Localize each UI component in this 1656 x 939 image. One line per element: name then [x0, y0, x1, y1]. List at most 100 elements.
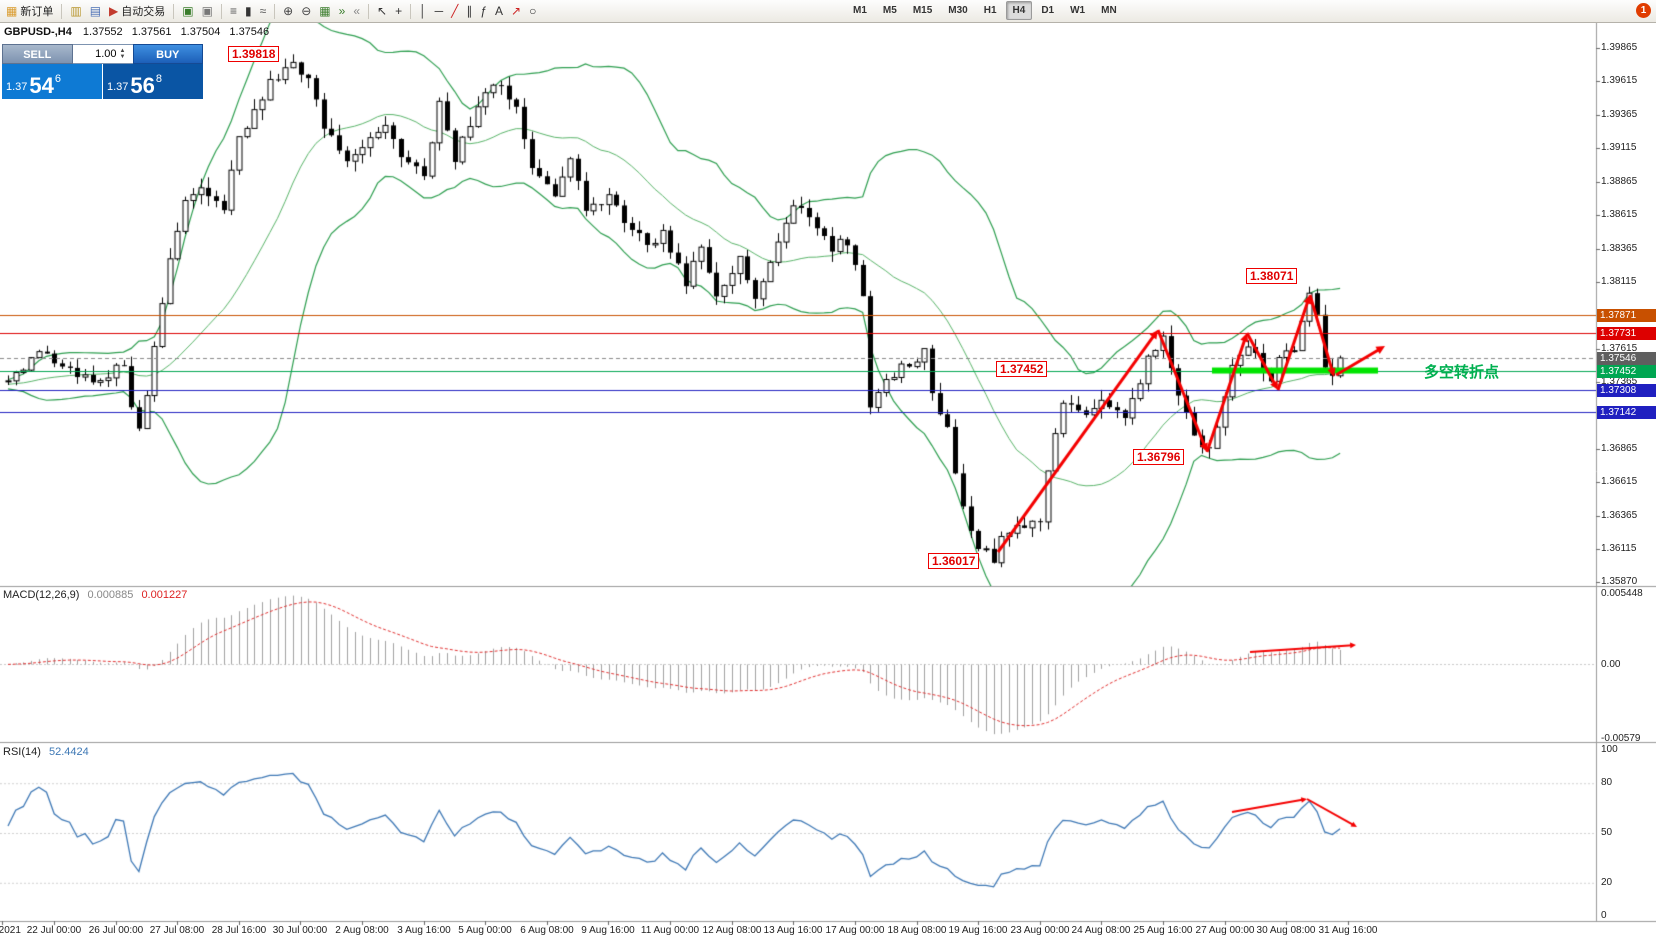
line-chart-type-button[interactable]: ≈ [257, 2, 270, 20]
time-axis-label: Jul 2021 [0, 925, 21, 936]
time-axis-label: 3 Aug 16:00 [397, 925, 451, 936]
price-callout[interactable]: 1.38071 [1246, 268, 1298, 284]
price-axis-tick: 1.38615 [1601, 209, 1638, 221]
time-axis-label: 25 Aug 16:00 [1133, 925, 1193, 936]
price-level-badge: 1.37546 [1597, 351, 1656, 365]
time-axis-label: 13 Aug 16:00 [763, 925, 823, 936]
timeframe-w1[interactable]: W1 [1070, 5, 1086, 16]
price-axis-tick: 1.39365 [1601, 108, 1638, 120]
timeframe-m30[interactable]: M30 [948, 5, 968, 16]
profiles-icon: ▤ [89, 4, 102, 18]
new-chart-button[interactable]: ▣ [179, 2, 196, 20]
auto-scroll-icon: » [338, 4, 346, 18]
auto-trading-label: 自动交易 [121, 6, 166, 18]
symbol-name: GBPUSD-,H4 [4, 26, 72, 38]
bar-chart-type-button[interactable]: ≡ [227, 2, 240, 20]
sell-button[interactable]: SELL [2, 44, 73, 64]
channel-tool-button[interactable]: ∥ [463, 2, 475, 20]
auto-trading-icon: ▶ [109, 4, 119, 18]
time-axis-label: 28 Jul 16:00 [211, 925, 267, 936]
buy-price-box[interactable]: 1.37 56 8 [103, 64, 203, 99]
profiles-button[interactable]: ▤ [87, 2, 104, 20]
chart-profiles-button[interactable]: ▣ [199, 2, 216, 20]
channel-tool-icon: ∥ [466, 4, 473, 18]
time-axis-label: 18 Aug 08:00 [887, 925, 947, 936]
toolbar-separator [274, 3, 276, 19]
timeframe-bar: M1 M5 M15 M30 H1 H4 D1 W1 MN [845, 1, 1125, 20]
timeframe-mn[interactable]: MN [1101, 5, 1117, 16]
price-axis-tick: 1.39865 [1601, 42, 1638, 53]
price-axis-tick: 1.39615 [1601, 75, 1638, 87]
text-tool-button[interactable]: A [492, 2, 506, 20]
tile-windows-button[interactable]: ▦ [316, 2, 333, 20]
timeframe-h1[interactable]: H1 [983, 5, 997, 16]
macd-axis-tick: 0.00 [1601, 658, 1621, 670]
ohlc-open: 1.37552 [82, 26, 123, 38]
chart-shift-button[interactable]: « [350, 2, 363, 20]
zoom-out-button[interactable]: ⊖ [298, 2, 314, 20]
time-axis-label: 19 Aug 16:00 [948, 925, 1008, 936]
zoom-in-button[interactable]: ⊕ [280, 2, 296, 20]
price-callout[interactable]: 1.37452 [996, 361, 1048, 377]
volume-down-icon[interactable]: ▼ [119, 54, 126, 60]
shapes-tool-button[interactable]: ○ [526, 2, 539, 20]
toolbar-separator [173, 3, 175, 19]
shapes-tool-icon: ○ [529, 4, 537, 18]
arrow-tool-button[interactable]: ↗ [508, 2, 524, 20]
price-callout[interactable]: 1.39818 [228, 46, 280, 62]
notification-badge[interactable]: 1 [1636, 3, 1651, 18]
cursor-tool-button[interactable]: ↖ [374, 2, 390, 20]
tile-windows-icon: ▦ [319, 4, 331, 18]
toolbar-separator [61, 3, 63, 19]
buy-button[interactable]: BUY [132, 44, 203, 64]
toolbar-separator [410, 3, 412, 19]
new-order-button[interactable]: ▦ 新订单 [3, 2, 56, 20]
turning-point-note[interactable]: 多空转折点 [1424, 364, 1500, 381]
candlestick-type-icon: ▮ [244, 4, 252, 18]
price-axis-tick: 1.36115 [1601, 543, 1637, 555]
macd-axis-tick: -0.00579 [1601, 732, 1641, 744]
volume-box: ▲ ▼ [72, 44, 133, 64]
time-axis-label: 11 Aug 00:00 [640, 925, 700, 936]
time-axis-label: 5 Aug 00:00 [458, 925, 512, 936]
crosshair-tool-button[interactable]: + [392, 2, 405, 20]
volume-input[interactable] [72, 48, 119, 60]
timeframe-m15[interactable]: M15 [912, 5, 933, 16]
time-axis-label: 30 Aug 08:00 [1256, 925, 1316, 936]
price-callout[interactable]: 1.36796 [1133, 449, 1185, 465]
trendline-tool-icon: ╱ [451, 4, 459, 18]
rsi-axis-tick: 80 [1601, 777, 1613, 789]
price-callout[interactable]: 1.36017 [928, 553, 980, 569]
timeframe-h4[interactable]: H4 [1005, 1, 1033, 20]
buy-price-frac: 8 [155, 73, 163, 85]
price-axis-tick: 1.37615 [1601, 342, 1638, 354]
auto-scroll-button[interactable]: » [336, 2, 349, 20]
candlestick-type-button[interactable]: ▮ [242, 2, 255, 20]
sell-price-frac: 6 [54, 73, 62, 85]
horizontal-line-tool-button[interactable]: ─ [432, 2, 447, 20]
price-axis-tick: 1.38115 [1601, 275, 1637, 287]
rsi-axis-tick: 50 [1601, 827, 1613, 838]
timeframe-d1[interactable]: D1 [1041, 5, 1055, 16]
fibonacci-tool-button[interactable]: ƒ [477, 2, 490, 20]
price-level-badge: 1.37308 [1597, 383, 1656, 397]
rsi-value: 52.4424 [48, 746, 89, 758]
timeframe-m1[interactable]: M1 [853, 5, 867, 16]
sell-price-box[interactable]: 1.37 54 6 [2, 64, 102, 99]
buy-price-main: 1.37 [107, 81, 129, 93]
vertical-line-tool-button[interactable]: │ [416, 2, 430, 20]
time-axis-label: 17 Aug 00:00 [825, 925, 885, 936]
time-axis-label: 30 Jul 00:00 [272, 925, 328, 936]
timeframe-m5[interactable]: M5 [882, 5, 897, 16]
chart-profiles-icon: ▣ [201, 4, 213, 18]
auto-trading-button[interactable]: ▶ 自动交易 [106, 2, 168, 20]
trendline-tool-button[interactable]: ╱ [448, 2, 461, 20]
cursor-tool-icon: ↖ [377, 4, 388, 18]
volume-up-icon[interactable]: ▲ [119, 48, 126, 54]
bar-chart-type-icon: ≡ [229, 4, 237, 18]
toolbar-separator [220, 3, 222, 19]
time-axis-label: 23 Aug 00:00 [1010, 925, 1070, 936]
chart-window-button[interactable]: ▥ [67, 2, 84, 20]
new-order-label: 新订单 [20, 6, 54, 18]
